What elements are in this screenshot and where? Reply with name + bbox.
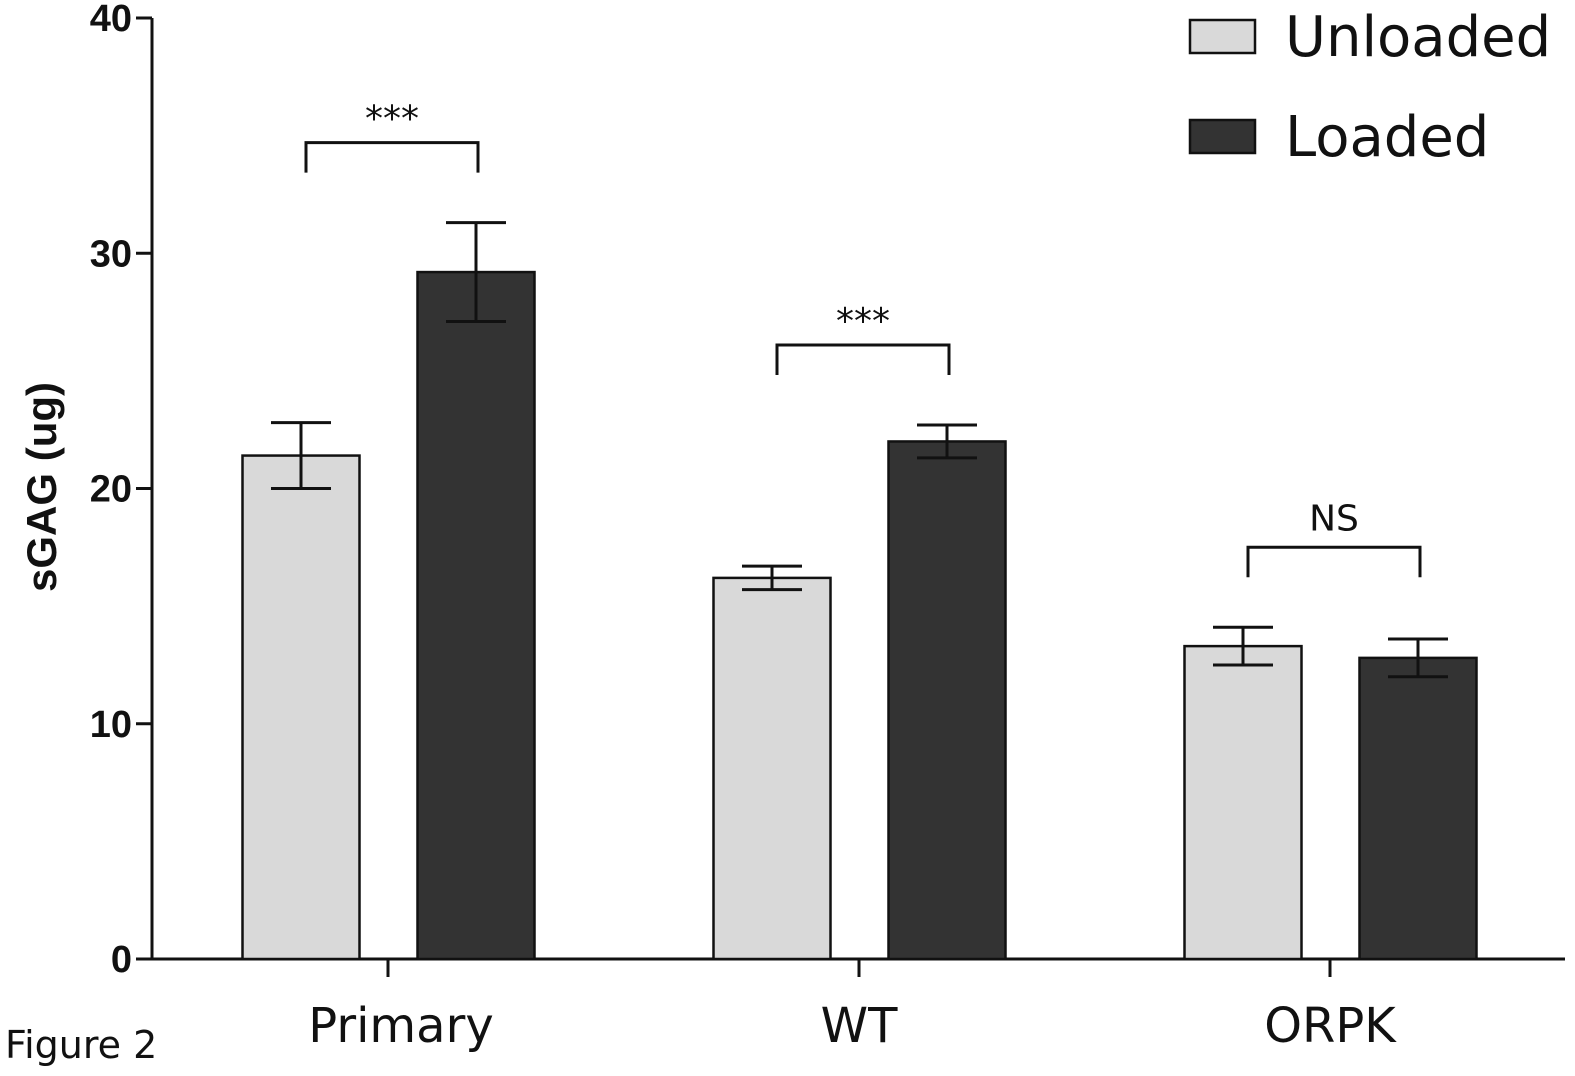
y-tick-label: 40 — [90, 0, 132, 40]
legend-label: Unloaded — [1285, 5, 1551, 70]
y-tick-label: 0 — [111, 939, 132, 981]
bar-loaded — [887, 440, 1007, 961]
significance-bracket — [775, 343, 951, 375]
bar-unloaded — [1183, 644, 1303, 961]
bar-loaded — [1358, 656, 1478, 961]
y-tick-label: 10 — [90, 704, 132, 746]
y-tick-label: 20 — [90, 469, 132, 511]
legend-swatch — [1188, 18, 1257, 55]
significance-label: NS — [1309, 498, 1359, 539]
figure-label: Figure 2 — [5, 1023, 157, 1067]
x-tick-label: Primary — [308, 998, 493, 1054]
bar-unloaded — [241, 454, 361, 961]
legend-swatch — [1188, 118, 1257, 155]
x-tick-label: ORPK — [1264, 998, 1397, 1054]
x-tick-label: WT — [821, 998, 898, 1054]
bar-loaded — [416, 270, 536, 961]
y-axis-label: sGAG (ug) — [18, 382, 65, 592]
legend-label: Loaded — [1285, 105, 1489, 170]
y-tick-label: 30 — [90, 233, 132, 275]
significance-label: *** — [836, 301, 890, 342]
significance-bracket — [1246, 545, 1422, 578]
significance-label: *** — [365, 99, 419, 140]
bar-unloaded — [712, 576, 832, 961]
significance-bracket — [304, 141, 480, 173]
